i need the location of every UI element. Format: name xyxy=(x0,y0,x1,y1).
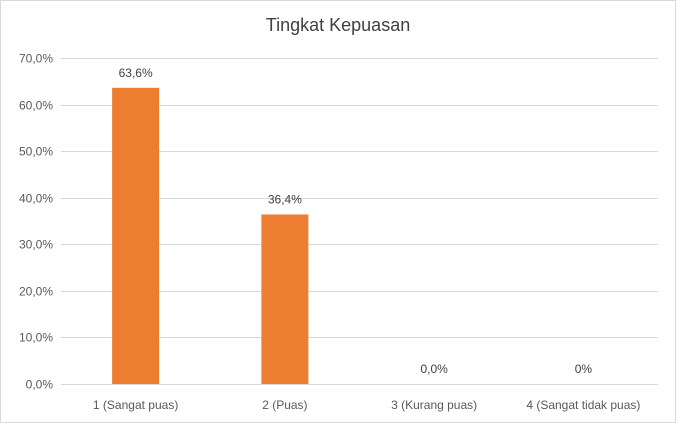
data-labels: 63,6% 36,4% 0,0% 0% xyxy=(119,66,593,376)
y-tick-label: 40,0% xyxy=(19,192,53,206)
y-tick-label: 30,0% xyxy=(19,238,53,252)
data-label: 63,6% xyxy=(119,66,153,80)
chart-title: Tingkat Kepuasan xyxy=(265,15,411,35)
gridlines xyxy=(61,58,658,385)
y-tick-label: 60,0% xyxy=(19,99,53,113)
y-axis-ticks: 0,0% 10,0% 20,0% 30,0% 40,0% 50,0% 60,0% 70,0% xyxy=(19,52,53,392)
data-label: 0,0% xyxy=(420,362,448,376)
bar xyxy=(112,87,160,384)
y-tick-label: 10,0% xyxy=(19,331,53,345)
bars xyxy=(112,87,309,384)
category-label: 3 (Kurang puas) xyxy=(391,398,477,412)
y-tick-label: 0,0% xyxy=(26,378,54,392)
data-label: 0% xyxy=(575,362,593,376)
data-label: 36,4% xyxy=(268,192,302,206)
bar xyxy=(261,214,309,384)
category-label: 2 (Puas) xyxy=(262,398,307,412)
y-tick-label: 70,0% xyxy=(19,52,53,66)
y-tick-label: 20,0% xyxy=(19,285,53,299)
category-label: 1 (Sangat puas) xyxy=(93,398,178,412)
y-tick-label: 50,0% xyxy=(19,145,53,159)
category-label: 4 (Sangat tidak puas) xyxy=(526,398,640,412)
x-axis-categories: 1 (Sangat puas) 2 (Puas) 3 (Kurang puas) 4 … xyxy=(93,398,640,412)
